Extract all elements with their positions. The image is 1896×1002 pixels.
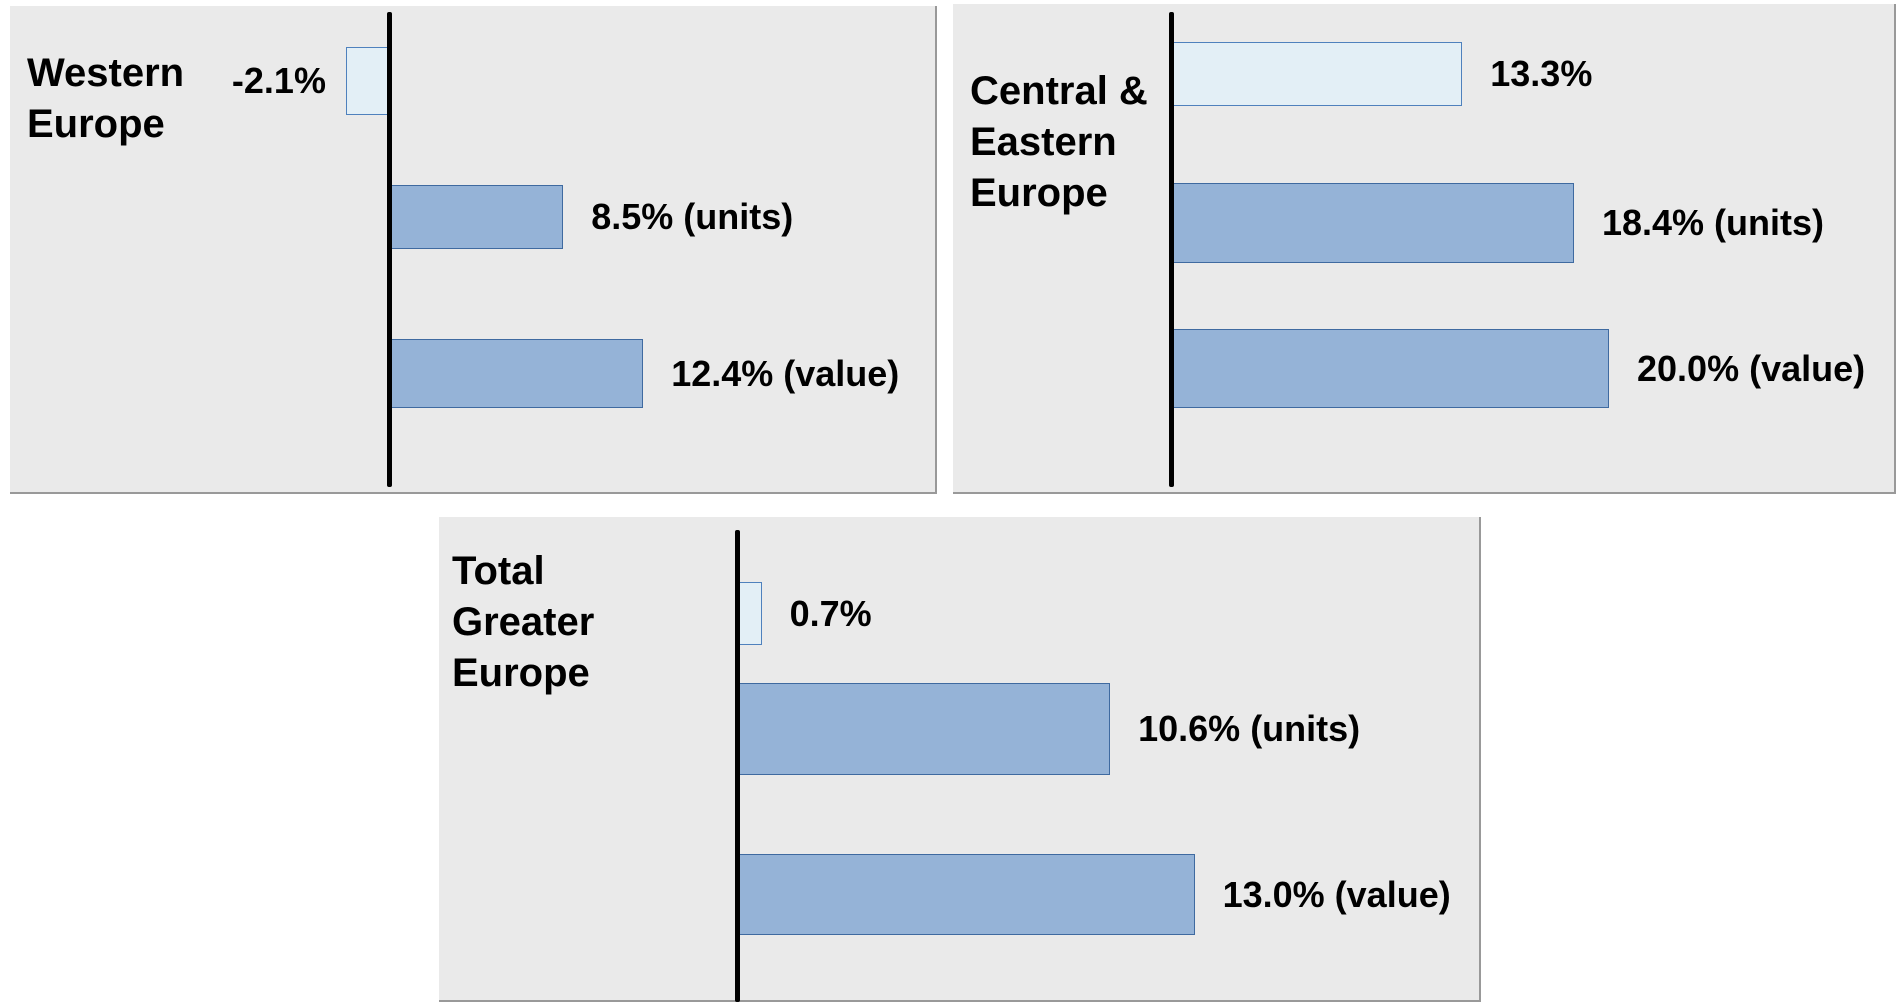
data-label: 18.4% (units) bbox=[1601, 202, 1824, 243]
zero-axis bbox=[734, 530, 740, 1002]
data-label: 13.3% bbox=[1490, 53, 1593, 94]
bar bbox=[1171, 329, 1609, 408]
data-label: 13.0% (value) bbox=[1222, 873, 1451, 915]
bar bbox=[737, 854, 1195, 935]
data-label: 20.0% (value) bbox=[1637, 347, 1866, 389]
data-label: 12.4% (value) bbox=[671, 352, 900, 394]
bar bbox=[345, 47, 389, 115]
bar bbox=[737, 683, 1111, 775]
chart-title: Total Greater Europe bbox=[452, 549, 595, 695]
zero-axis bbox=[386, 12, 392, 487]
chart-title: Central & Eastern Europe bbox=[970, 69, 1148, 215]
bar bbox=[1171, 42, 1463, 106]
data-label: 8.5% (units) bbox=[591, 196, 794, 237]
data-label: 10.6% (units) bbox=[1138, 708, 1361, 749]
bar bbox=[1171, 183, 1574, 263]
zero-axis bbox=[1168, 12, 1174, 487]
data-label: 0.7% bbox=[789, 592, 872, 634]
bar bbox=[737, 582, 762, 645]
bar bbox=[389, 185, 564, 249]
bar bbox=[389, 339, 644, 408]
chart-panel bbox=[10, 6, 937, 494]
chart-title: Western Europe bbox=[27, 51, 185, 146]
data-label: -2.1% bbox=[231, 60, 326, 101]
